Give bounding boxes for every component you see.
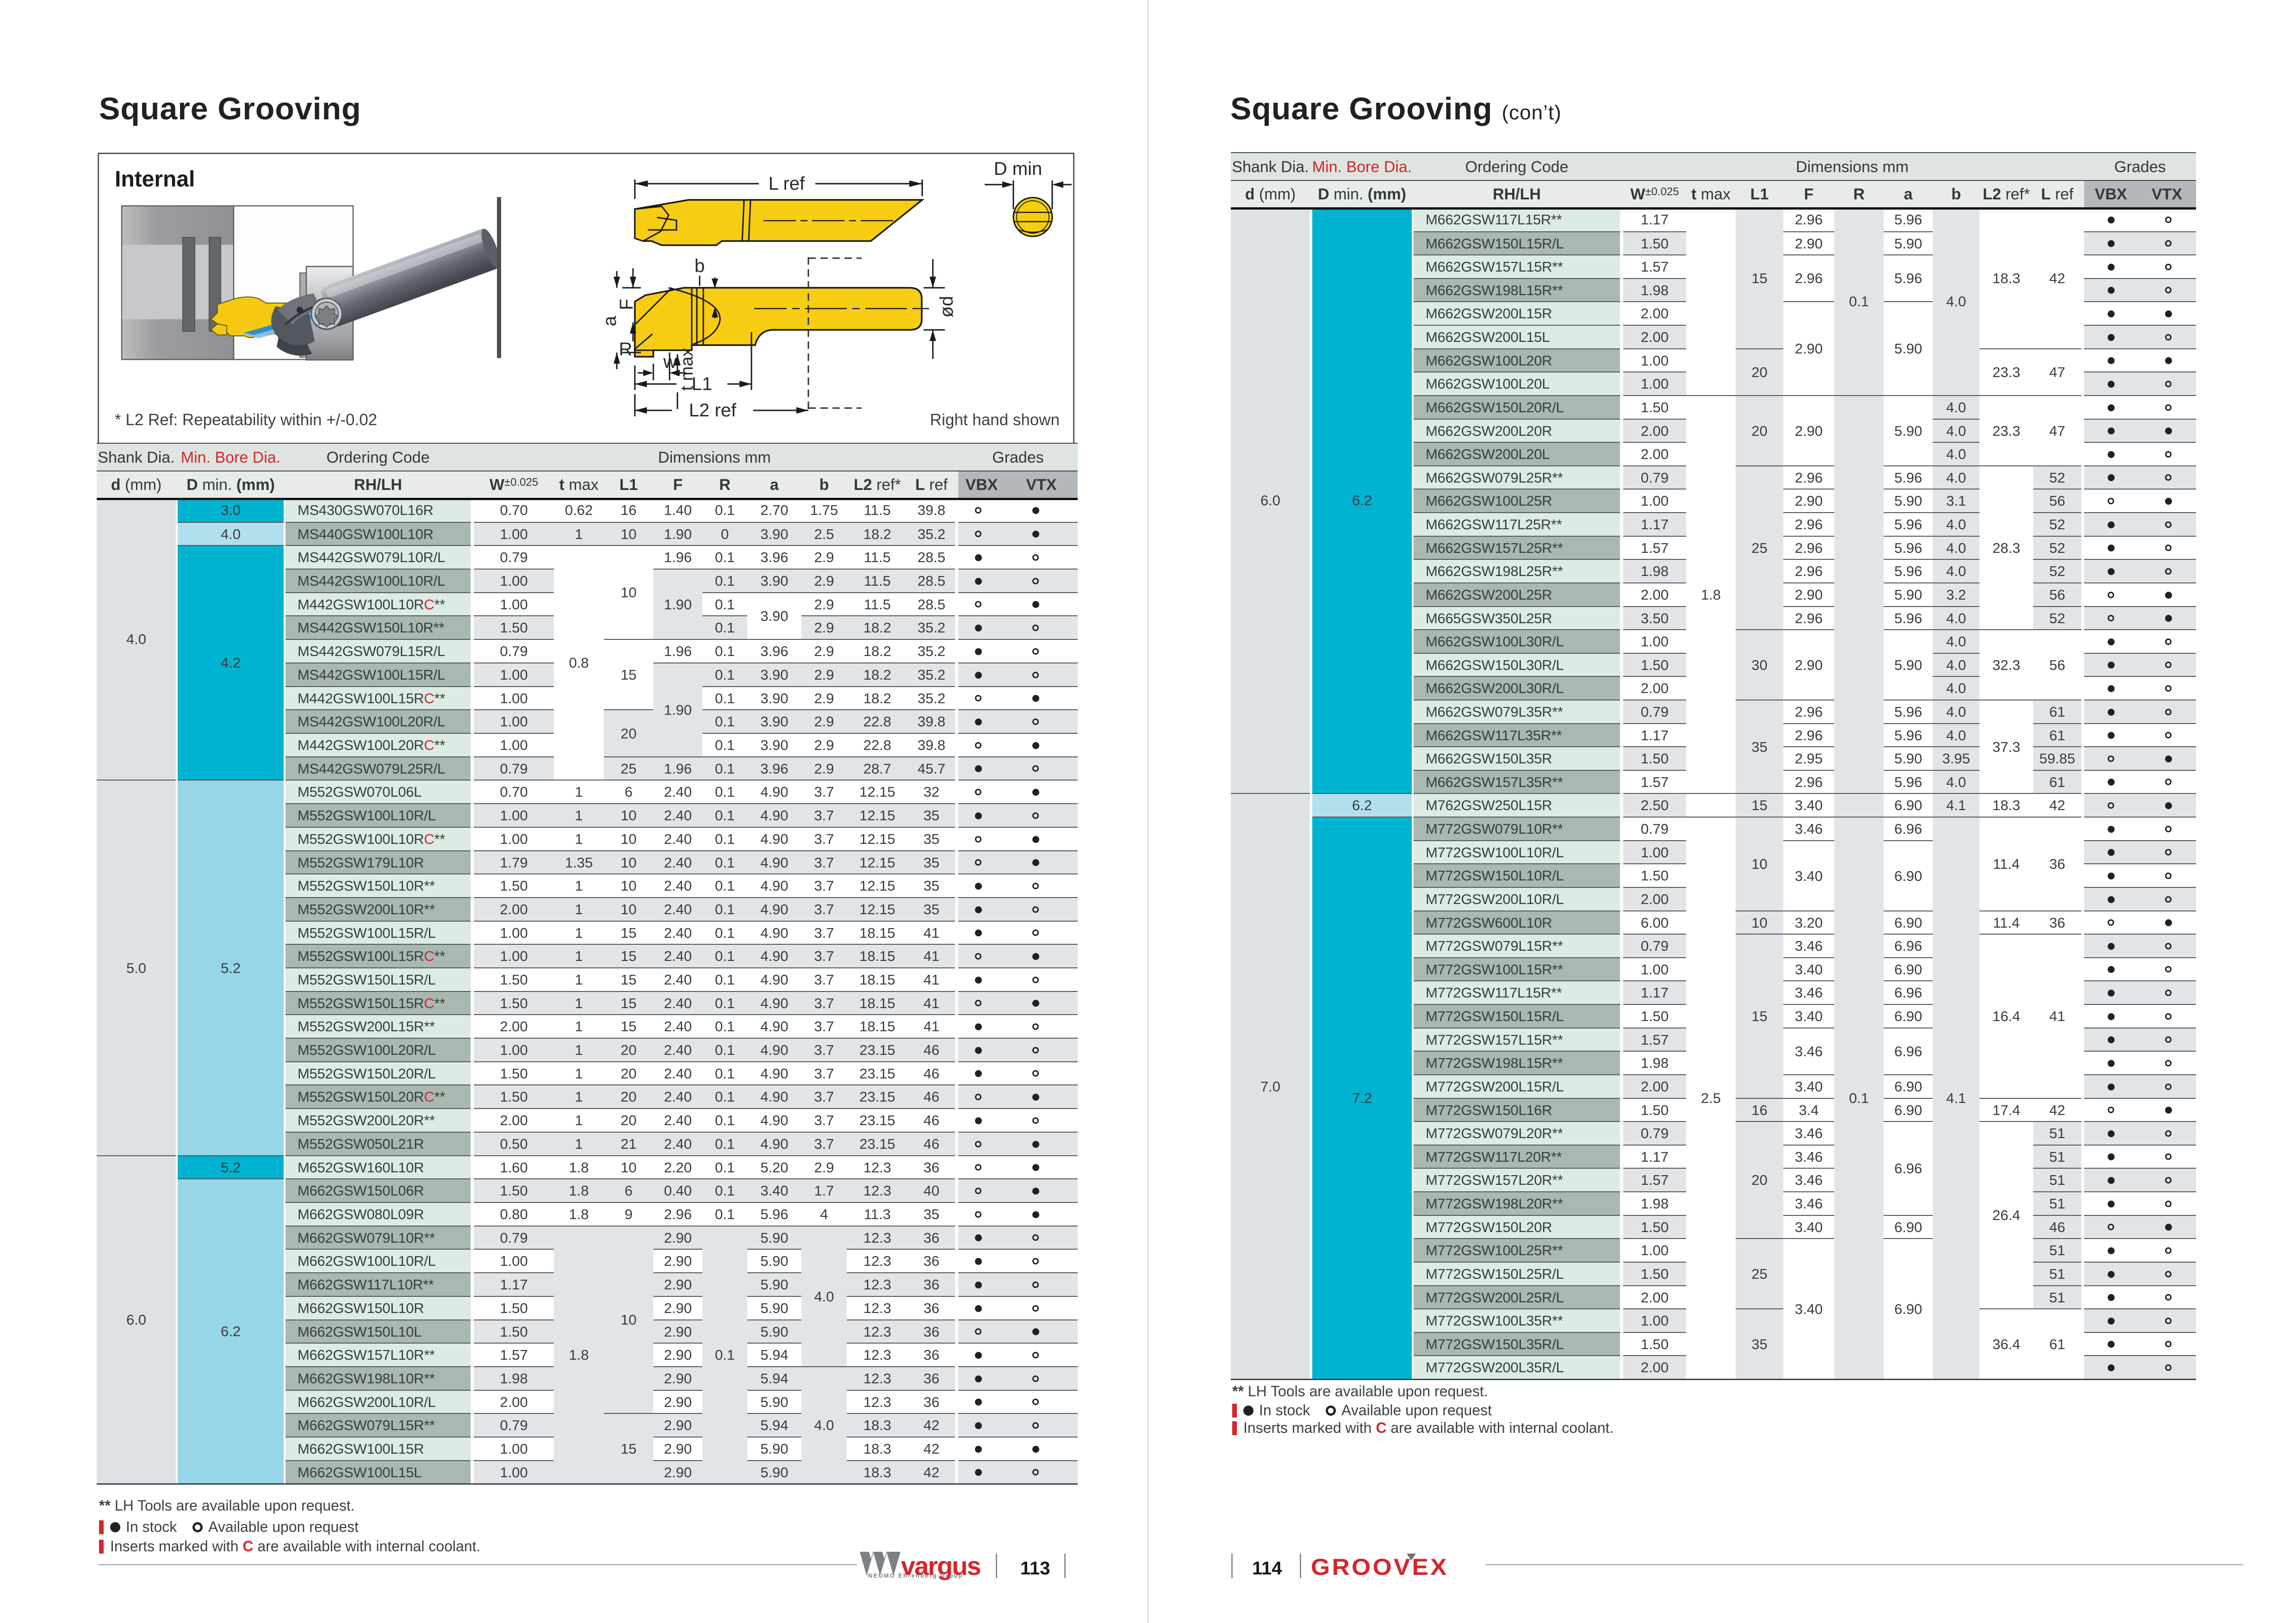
svg-text:b: b [695,256,705,276]
svg-text:L ref: L ref [769,173,805,194]
svg-text:D min: D min [994,159,1042,179]
svg-text:ød: ød [937,296,957,318]
svg-text:F: F [616,299,637,310]
svg-text:R: R [619,339,633,359]
svg-text:L1: L1 [692,374,713,394]
svg-text:L2 ref: L2 ref [689,400,737,421]
svg-text:t max: t max [677,348,697,391]
svg-text:w: w [663,352,677,372]
svg-text:a: a [602,316,620,326]
